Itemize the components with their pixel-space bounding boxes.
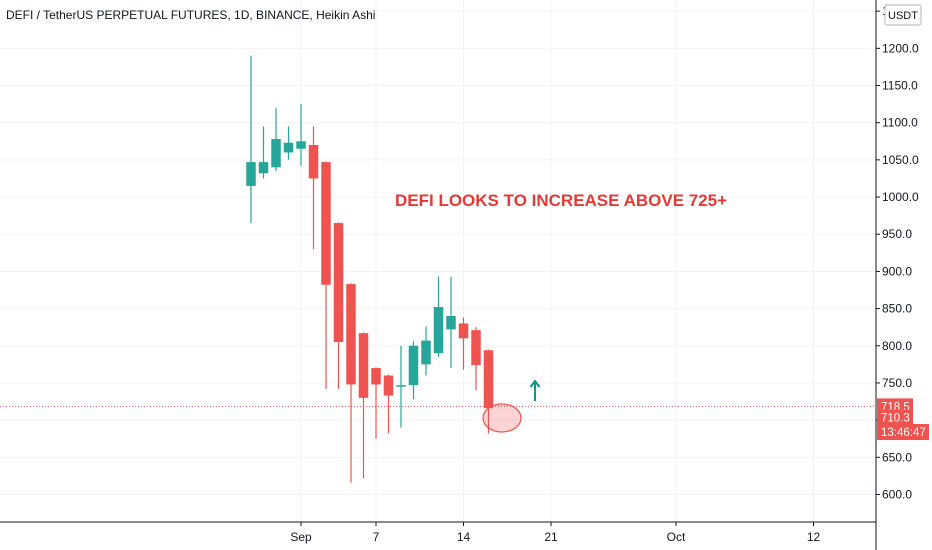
candle-down xyxy=(471,327,481,391)
y-tick-label: 1000.0 xyxy=(882,190,919,204)
x-tick-label: Oct xyxy=(667,530,686,544)
chart-title: DEFI / TetherUS PERPETUAL FUTURES, 1D, B… xyxy=(6,8,375,22)
candle-up xyxy=(296,104,306,166)
candle-up xyxy=(446,276,456,369)
y-tick-label: 1100.0 xyxy=(882,116,918,130)
candle-up xyxy=(433,276,444,357)
candle-up xyxy=(421,326,431,376)
y-tick-label: 650.0 xyxy=(882,450,912,464)
candle-body xyxy=(371,368,381,385)
candle-body xyxy=(483,350,494,409)
y-tick-label: 900.0 xyxy=(882,264,912,278)
candle-body xyxy=(396,385,406,387)
x-tick-label: 14 xyxy=(457,530,471,544)
x-tick-label: 21 xyxy=(544,530,558,544)
y-tick-label: 750.0 xyxy=(882,376,912,390)
y-tick-label: 800.0 xyxy=(882,339,912,353)
y-tick-label: 950.0 xyxy=(882,227,912,241)
y-tick-label: 850.0 xyxy=(882,302,912,316)
candle-body xyxy=(283,142,294,153)
candle-body xyxy=(333,223,344,343)
candle-up xyxy=(246,55,256,224)
price-tag xyxy=(877,424,929,441)
candle-body xyxy=(383,375,394,396)
candle-down xyxy=(371,367,381,439)
candle-body xyxy=(296,141,306,149)
candle-down xyxy=(321,161,331,389)
candle-down xyxy=(333,222,344,389)
candle-body xyxy=(346,284,356,385)
x-tick-label: 12 xyxy=(807,530,821,544)
candle-down xyxy=(458,317,469,370)
y-tick-label: 600.0 xyxy=(882,487,912,501)
y-tick-label: 1150.0 xyxy=(882,79,918,93)
candle-body xyxy=(421,340,431,365)
candle-up xyxy=(408,341,419,400)
candle-down xyxy=(346,283,356,483)
candle-body xyxy=(271,139,281,168)
y-tick-label: 1200.0 xyxy=(882,41,919,55)
time-axis[interactable]: Sep 7 14 21 Oct 12 xyxy=(290,522,820,544)
candle-up xyxy=(283,126,294,160)
candle-body xyxy=(433,307,444,354)
currency-button[interactable]: USDT xyxy=(884,4,922,26)
chart-annotation: DEFI LOOKS TO INCREASE ABOVE 725+ xyxy=(395,191,727,210)
candle-body xyxy=(246,162,256,186)
candle-up xyxy=(271,107,281,172)
candle-body xyxy=(408,345,419,386)
candle-down xyxy=(358,332,369,479)
candle-body xyxy=(308,145,319,179)
highlight-ellipse xyxy=(482,403,522,433)
price-tag xyxy=(877,409,913,426)
candle-down xyxy=(383,374,394,434)
y-tick-label: 1050.0 xyxy=(882,153,919,167)
x-tick-label: 7 xyxy=(373,530,380,544)
up-arrow-icon xyxy=(529,379,541,401)
x-tick-label: Sep xyxy=(290,530,312,544)
currency-label: USDT xyxy=(888,10,918,22)
candle-body xyxy=(471,330,481,366)
candle-up xyxy=(396,345,406,428)
candle-body xyxy=(446,316,456,330)
price-tag-label: 710.3 xyxy=(881,413,910,425)
candle-down xyxy=(483,349,494,434)
candle-body xyxy=(321,162,331,285)
candle-up xyxy=(258,126,269,179)
candle-body xyxy=(458,323,469,339)
candle-body xyxy=(258,162,269,174)
candle-down xyxy=(308,126,319,250)
candle-body xyxy=(358,333,369,398)
price-tag-label: 13:46:47 xyxy=(881,427,926,439)
candles-layer xyxy=(246,55,494,483)
